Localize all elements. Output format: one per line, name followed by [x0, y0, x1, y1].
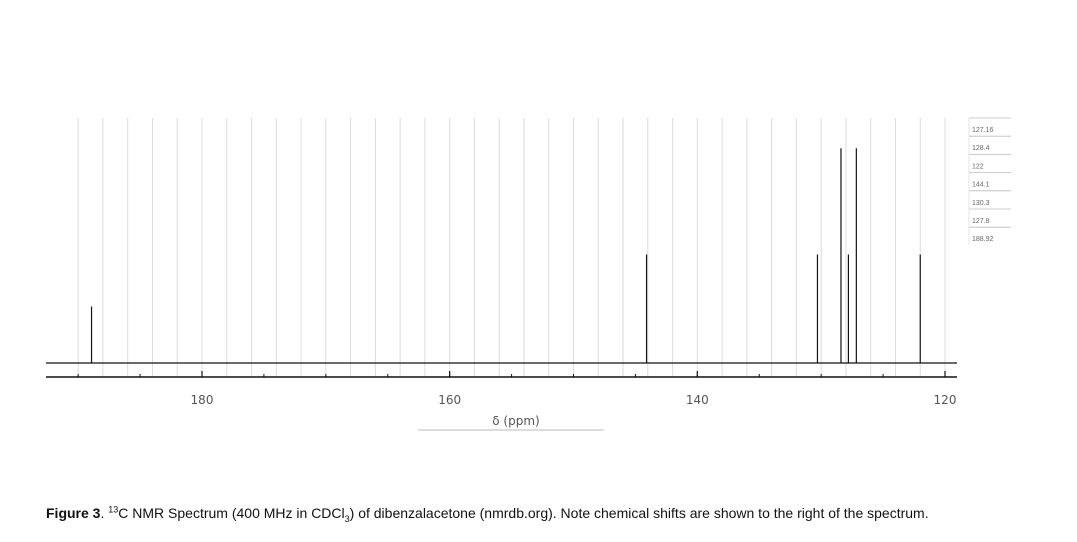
x-axis-label: δ (ppm)	[492, 414, 539, 428]
tick-label: 180	[191, 393, 214, 407]
caption-text-2: C NMR Spectrum (400 MHz in CDCl	[118, 505, 345, 521]
shift-value: 127.8	[972, 218, 990, 225]
tick-label: 120	[934, 393, 957, 407]
shift-value: 188.92	[972, 236, 994, 243]
spectrum-trace	[46, 148, 957, 364]
shift-value: 122	[972, 163, 984, 170]
caption-text-3: ) of dibenzalacetone (nmrdb.org). Note c…	[349, 505, 929, 521]
caption-subscript: 3	[344, 513, 350, 524]
caption-text-1: .	[100, 505, 109, 521]
x-axis: 180 160 140 120	[46, 371, 957, 407]
shift-value: 128.4	[972, 145, 990, 152]
figure-caption: Figure 3. 13C NMR Spectrum (400 MHz in C…	[46, 504, 929, 524]
shift-value: 144.1	[972, 182, 990, 189]
caption-superscript: 13	[108, 504, 119, 515]
shift-value: 130.3	[972, 200, 990, 207]
tick-label: 160	[438, 393, 461, 407]
caption-figure-label: Figure 3	[46, 505, 101, 521]
grid-lines	[77, 118, 946, 377]
shift-value: 127.16	[972, 127, 994, 134]
tick-label: 140	[686, 393, 709, 407]
chemical-shift-list: 127.16 128.4 122 144.1 130.3 127.8 188.92	[968, 117, 1011, 246]
